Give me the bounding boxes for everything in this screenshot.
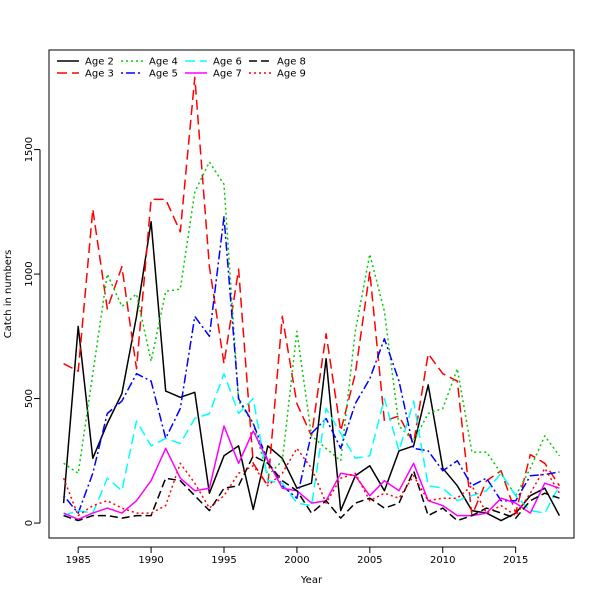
x-tick-label: 2000 — [284, 555, 309, 566]
x-tick-label: 2015 — [503, 555, 528, 566]
series-line-age-7 — [63, 425, 560, 521]
x-tick-label: 2010 — [430, 555, 455, 566]
legend-label: Age 2 — [85, 57, 114, 68]
series-line-age-5 — [63, 216, 560, 514]
axes-layer: 1985 1990 1995 2000 2005 2010 2015 0 500 1000 1500 — [24, 137, 528, 566]
legend-label: Age 5 — [149, 69, 178, 80]
x-tick-label: 2005 — [357, 555, 382, 566]
legend-label: Age 8 — [277, 57, 306, 68]
legend-label: Age 6 — [213, 57, 242, 68]
y-tick-label: 500 — [24, 389, 35, 408]
y-tick-label: 1500 — [24, 137, 35, 162]
series-line-age-2 — [62, 221, 561, 522]
y-tick-label: 1000 — [24, 261, 35, 286]
x-tick-label: 1990 — [138, 555, 163, 566]
y-tick-label: 0 — [24, 520, 35, 526]
legend-label: Age 3 — [85, 69, 114, 80]
series-line-age-4 — [63, 161, 561, 497]
plot-frame — [48, 49, 575, 539]
x-axis-label: Year — [300, 575, 323, 586]
series-line-age-8 — [63, 455, 560, 522]
legend-label: Age 4 — [149, 57, 178, 68]
y-axis-label: Catch in numbers — [3, 250, 14, 339]
x-tick-label: 1985 — [65, 555, 90, 566]
series-line-age-3 — [63, 76, 561, 517]
x-tick-label: 1995 — [211, 555, 236, 566]
legend-label: Age 9 — [277, 69, 306, 80]
series-layer — [62, 76, 561, 522]
series-line-age-6 — [63, 372, 561, 517]
legend-label: Age 7 — [213, 69, 242, 80]
